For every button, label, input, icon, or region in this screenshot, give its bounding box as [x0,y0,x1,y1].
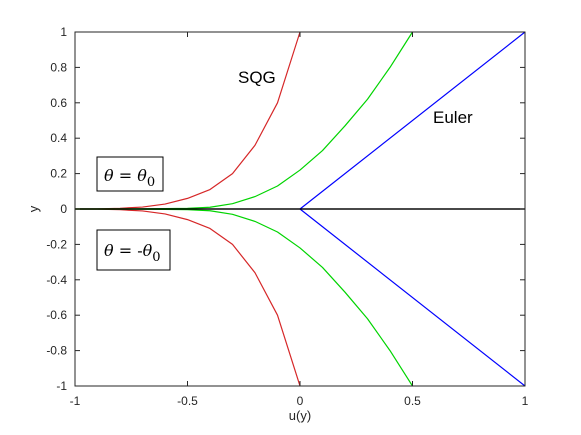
x-tick-label: -1 [70,394,81,408]
y-tick-label: -0.4 [46,273,67,287]
y-tick-label: 0 [60,202,67,216]
annotation-box-lower: θ = -θ0 [96,229,171,271]
y-tick-label: 1 [60,25,67,39]
x-tick-label: -0.5 [177,394,198,408]
y-tick-label: -0.2 [46,237,67,251]
annotation-euler: Euler [433,108,473,127]
series-layer [74,31,526,387]
y-tick-label: 0.2 [50,167,67,181]
annotation-box-upper: θ = θ0 [96,156,164,192]
box-lower-lhs: θ [104,241,114,260]
y-tick-label: 0.6 [50,96,67,110]
annotation-box-upper-frame [96,156,164,192]
box-lower-sub: 0 [152,250,160,265]
x-ticks: -1 -0.5 0 0.5 1 [70,32,529,408]
y-tick-label: -1 [56,379,67,393]
box-upper-eq: = [114,166,138,185]
y-tick-label: -0.8 [46,344,67,358]
svg-text:θ = -θ0: θ = -θ0 [104,241,161,265]
box-upper-sub: 0 [147,175,155,190]
y-ticks: -1 -0.8 -0.6 -0.4 -0.2 0 0.2 0.4 0.6 0.8 1 [46,25,525,393]
series-2-lower-line [299,208,526,387]
x-tick-label: 1 [522,394,529,408]
x-tick-label: 0.5 [404,394,421,408]
annotation-box-lower-frame [96,229,171,271]
box-lower-eq: = - [114,241,143,260]
x-axis-label: u(y) [289,408,311,423]
series-2-upper-line [299,31,526,210]
box-upper-rhs: θ [137,166,147,185]
x-tick-label: 0 [297,394,304,408]
annotation-sqg: SQG [238,68,276,87]
box-lower-rhs: θ [143,241,153,260]
y-tick-label: 0.8 [50,60,67,74]
box-upper-lhs: θ [104,166,114,185]
y-axis-label: y [26,205,41,212]
y-tick-label: 0.4 [50,131,67,145]
y-tick-label: -0.6 [46,308,67,322]
svg-text:θ = θ0: θ = θ0 [104,166,155,190]
